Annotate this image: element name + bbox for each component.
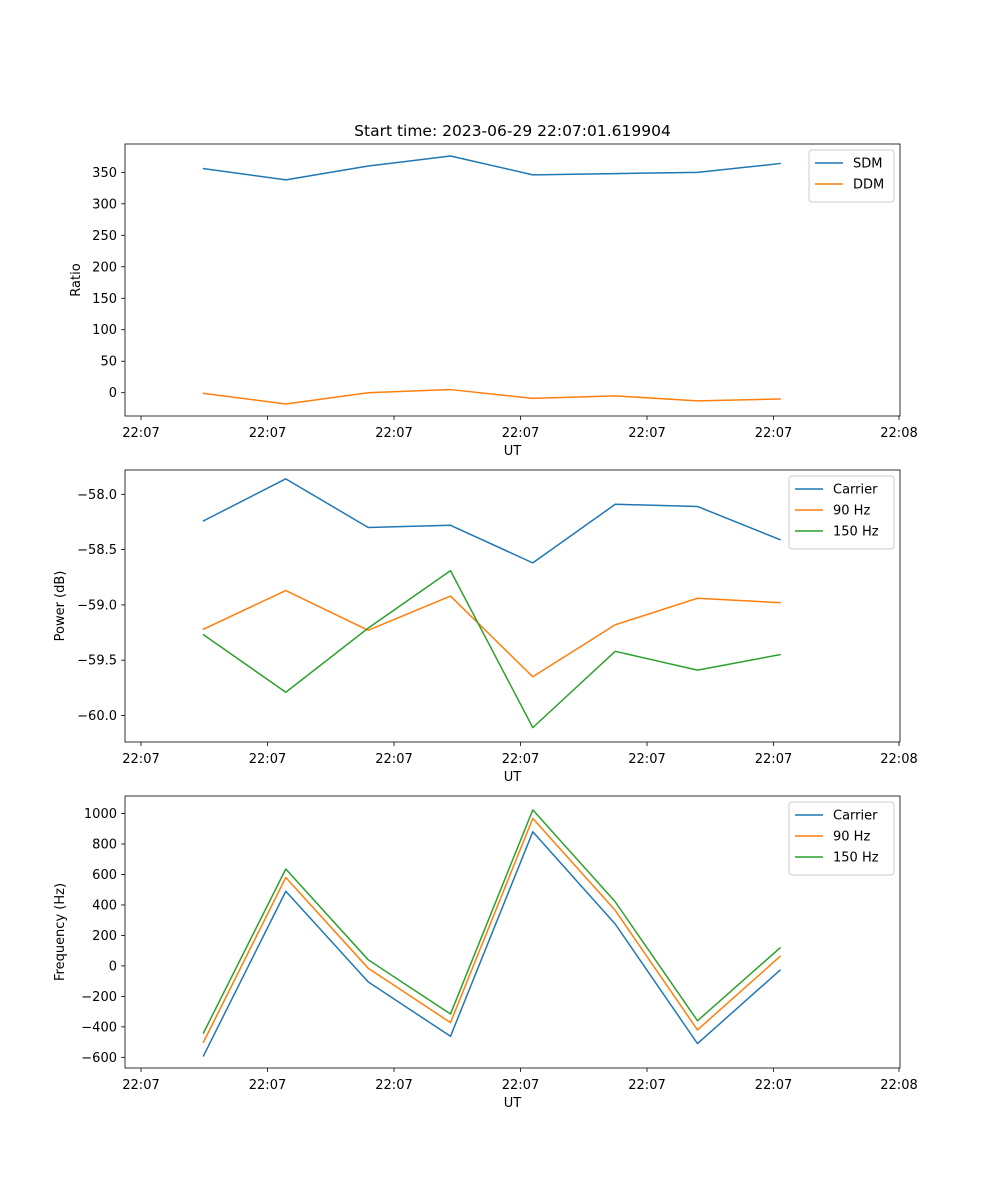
- x-tick-label: 22:07: [375, 426, 412, 441]
- x-tick-label: 22:08: [880, 752, 917, 767]
- subplot-3: −600 −400 −200 0 200 400 600 800 1000 22:07 22:07 2…: [53, 795, 918, 1111]
- x-tick-label: 22:07: [249, 752, 286, 767]
- x-tick-label: 22:07: [755, 1078, 792, 1093]
- series-line-sdm: [202, 155, 781, 181]
- legend-label: 90 Hz: [833, 504, 870, 519]
- y-tick-label: −59.0: [77, 598, 117, 613]
- x-tick-label: 22:07: [502, 426, 539, 441]
- x-tick-label: 22:07: [375, 1078, 412, 1093]
- series-line-90-hz: [202, 589, 781, 678]
- legend-label: SDM: [853, 157, 882, 172]
- x-tick-label: 22:07: [628, 752, 665, 767]
- x-tick-label: 22:07: [122, 426, 159, 441]
- y-tick-label: −600: [81, 1051, 117, 1066]
- legend-label: Carrier: [833, 809, 878, 824]
- legend-label: DDM: [853, 178, 884, 193]
- y-tick-label: 0: [109, 959, 117, 974]
- axes-frame: [124, 469, 901, 743]
- y-tick-label: 200: [92, 260, 117, 275]
- y-tick-label: 0: [109, 386, 117, 401]
- y-tick-label: 150: [92, 292, 117, 307]
- y-tick-label: 200: [92, 929, 117, 944]
- series-line-carrier: [202, 831, 782, 1057]
- y-tick-label: −58.0: [77, 488, 117, 503]
- x-axis-label: UT: [504, 444, 522, 459]
- series-line-ddm: [202, 388, 781, 405]
- subplot-2: −58.0 −58.5 −59.0 −59.5 −60.0 22:07 22:07 22:07…: [53, 469, 918, 785]
- x-tick-label: 22:08: [880, 1078, 917, 1093]
- x-tick-label: 22:07: [249, 1078, 286, 1093]
- y-tick-label: −200: [81, 990, 117, 1005]
- y-tick-label: −59.5: [77, 654, 117, 669]
- y-axis-label: Frequency (Hz): [53, 883, 68, 981]
- series-line-carrier: [202, 478, 781, 564]
- subplot-1: Start time: 2023-06-29 22:07:01.619904 0 5…: [69, 122, 918, 459]
- legend: Carrier 90 Hz 150 Hz: [788, 801, 895, 876]
- legend: Carrier 90 Hz 150 Hz: [788, 475, 895, 550]
- series-line-150-hz: [202, 569, 781, 729]
- x-tick-label: 22:07: [249, 426, 286, 441]
- y-tick-label: −400: [81, 1020, 117, 1035]
- y-tick-label: −60.0: [77, 709, 117, 724]
- x-tick-label: 22:07: [122, 1078, 159, 1093]
- y-tick-label: 800: [92, 838, 117, 853]
- legend-label: Carrier: [833, 483, 878, 498]
- y-tick-label: 1000: [84, 807, 117, 822]
- y-axis-label: Power (dB): [53, 571, 68, 642]
- axes-frame: [124, 143, 901, 417]
- legend-label: 90 Hz: [833, 830, 870, 845]
- y-tick-label: −58.5: [77, 543, 117, 558]
- x-axis-label: UT: [504, 1096, 522, 1111]
- x-tick-label: 22:07: [122, 752, 159, 767]
- x-tick-label: 22:07: [502, 1078, 539, 1093]
- y-tick-label: 50: [100, 355, 117, 370]
- legend-label: 150 Hz: [833, 851, 879, 866]
- x-tick-label: 22:07: [375, 752, 412, 767]
- y-tick-label: 100: [92, 323, 117, 338]
- x-tick-label: 22:08: [880, 426, 917, 441]
- x-tick-label: 22:07: [755, 426, 792, 441]
- x-tick-label: 22:07: [502, 752, 539, 767]
- legend-label: 150 Hz: [833, 525, 879, 540]
- y-tick-label: 400: [92, 898, 117, 913]
- y-tick-label: 300: [92, 197, 117, 212]
- y-axis-label: Ratio: [69, 263, 84, 296]
- series-line-150-hz: [202, 809, 782, 1034]
- x-tick-label: 22:07: [628, 1078, 665, 1093]
- series-line-90-hz: [202, 817, 782, 1044]
- x-axis-label: UT: [504, 770, 522, 785]
- x-tick-label: 22:07: [628, 426, 665, 441]
- chart-title: Start time: 2023-06-29 22:07:01.619904: [354, 122, 671, 140]
- y-tick-label: 350: [92, 166, 117, 181]
- legend: SDM DDM: [808, 149, 895, 203]
- axes-frame: [124, 795, 901, 1069]
- y-tick-label: 600: [92, 868, 117, 883]
- y-tick-label: 250: [92, 229, 117, 244]
- x-tick-label: 22:07: [755, 752, 792, 767]
